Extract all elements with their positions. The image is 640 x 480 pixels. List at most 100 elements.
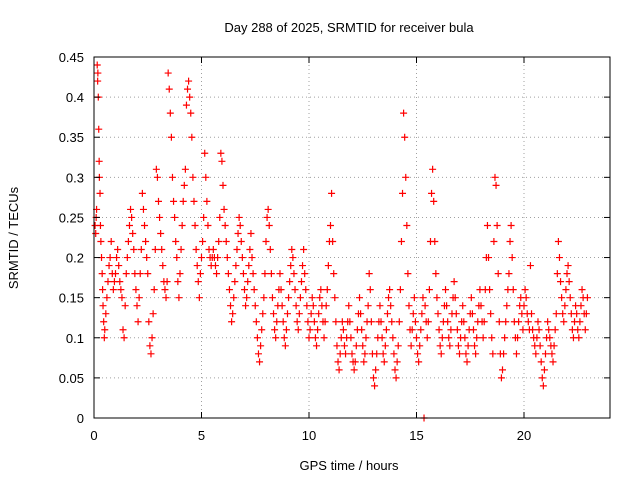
data-point: [295, 310, 303, 318]
data-point: [342, 350, 350, 358]
data-point: [410, 294, 418, 302]
data-point: [431, 238, 439, 246]
data-point: [578, 286, 586, 294]
data-point: [292, 302, 300, 310]
data-point: [265, 221, 273, 229]
data-point: [306, 326, 314, 334]
data-point: [370, 374, 377, 382]
data-point: [259, 310, 267, 318]
x-tick-label: 10: [302, 428, 316, 443]
data-point: [288, 246, 296, 254]
data-point: [360, 358, 368, 366]
data-point: [254, 350, 262, 358]
data-point: [188, 133, 196, 141]
x-tick-label: 15: [409, 428, 423, 443]
data-point: [267, 270, 275, 278]
data-point: [392, 374, 400, 382]
data-point: [310, 318, 318, 326]
data-point: [232, 262, 240, 270]
data-point: [103, 294, 111, 302]
data-point: [151, 246, 159, 254]
data-point: [258, 326, 266, 334]
data-point: [260, 294, 268, 302]
data-point: [287, 262, 295, 270]
data-point: [565, 278, 573, 286]
data-point: [413, 334, 420, 342]
data-point: [473, 334, 481, 342]
data-point: [396, 286, 404, 294]
y-tick-label: 0.45: [59, 50, 84, 65]
data-point: [95, 125, 103, 133]
data-point: [276, 270, 284, 278]
data-point: [365, 270, 373, 278]
data-point: [245, 262, 253, 270]
data-point: [359, 342, 367, 350]
plot-area-border: [93, 56, 611, 419]
data-point: [581, 326, 589, 334]
data-point: [494, 270, 502, 278]
data-point: [502, 318, 510, 326]
data-point: [112, 270, 119, 278]
data-point: [433, 294, 441, 302]
data-point: [185, 77, 193, 85]
y-tick-label: 0.4: [66, 90, 84, 105]
data-point: [122, 270, 130, 278]
data-point: [261, 270, 269, 278]
data-point: [93, 61, 101, 69]
data-point: [289, 254, 297, 262]
chart-title: Day 288 of 2025, SRMTID for receiver bul…: [224, 20, 474, 35]
data-point: [391, 366, 399, 374]
data-point: [537, 358, 545, 366]
data-point: [176, 270, 184, 278]
data-point: [335, 366, 343, 374]
data-point: [373, 350, 381, 358]
y-tick-label: 0.35: [59, 130, 84, 145]
data-point: [583, 294, 591, 302]
data-point: [378, 334, 386, 342]
x-tick-label: 20: [517, 428, 531, 443]
data-point: [486, 286, 494, 294]
data-point: [175, 294, 183, 302]
data-point: [390, 350, 398, 358]
data-point: [246, 246, 254, 254]
data-point: [163, 278, 171, 286]
data-point: [437, 350, 445, 358]
data-point: [561, 302, 569, 310]
data-point: [401, 133, 409, 141]
data-point: [575, 334, 583, 342]
data-point: [479, 334, 487, 342]
data-point: [303, 302, 311, 310]
data-point: [96, 221, 104, 229]
data-point: [273, 318, 281, 326]
data-point: [509, 286, 517, 294]
data-point: [237, 238, 245, 246]
data-point: [214, 254, 222, 262]
data-point: [477, 302, 485, 310]
data-point: [99, 286, 107, 294]
data-point: [211, 262, 219, 270]
data-point: [297, 278, 305, 286]
data-point: [495, 318, 503, 326]
data-point: [201, 149, 209, 157]
data-point: [317, 286, 325, 294]
data-point: [307, 310, 315, 318]
data-point: [436, 342, 444, 350]
data-point: [491, 173, 499, 181]
data-point: [532, 350, 540, 358]
data-point: [139, 205, 147, 213]
data-point: [94, 69, 102, 77]
data-point: [505, 270, 513, 278]
data-point: [195, 294, 203, 302]
data-point: [194, 278, 202, 286]
data-point: [554, 238, 562, 246]
data-point: [234, 229, 242, 237]
data-point: [442, 286, 450, 294]
data-point: [296, 294, 304, 302]
data-point: [438, 334, 446, 342]
data-point: [316, 294, 324, 302]
data-point: [181, 165, 189, 173]
data-point: [576, 318, 584, 326]
data-point: [461, 334, 469, 342]
data-point: [499, 366, 506, 374]
data-point: [358, 326, 366, 334]
